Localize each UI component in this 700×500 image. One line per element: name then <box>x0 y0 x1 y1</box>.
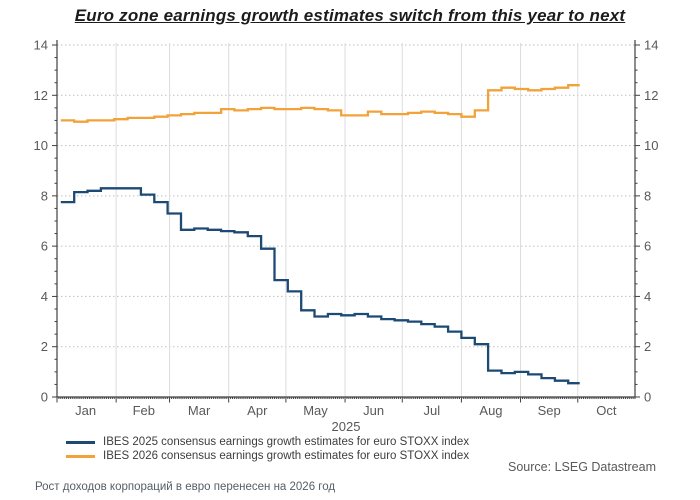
svg-text:4: 4 <box>644 289 651 304</box>
svg-text:Sep: Sep <box>538 403 561 418</box>
svg-text:6: 6 <box>644 239 651 254</box>
v-gridlines <box>115 43 579 397</box>
x-tick-labels: Jan Feb Mar Apr May Jun Jul Aug Sep Oct <box>75 403 617 418</box>
footnote-caption: Рост доходов корпораций в евро перенесен… <box>35 481 336 493</box>
svg-text:Jan: Jan <box>75 403 96 418</box>
axes <box>56 40 636 398</box>
source-label: Source: LSEG Datastream <box>508 460 656 474</box>
svg-text:14: 14 <box>644 38 658 53</box>
svg-text:Apr: Apr <box>247 403 268 418</box>
legend-item-2026: IBES 2026 consensus earnings growth esti… <box>66 449 469 463</box>
x-ticks <box>56 397 636 403</box>
series-line-2026 <box>60 84 580 123</box>
legend-line-swatch-2026 <box>66 454 95 458</box>
h-gridlines <box>57 44 635 348</box>
svg-text:Oct: Oct <box>596 403 617 418</box>
svg-text:2: 2 <box>644 339 651 354</box>
svg-text:Jul: Jul <box>424 403 441 418</box>
svg-text:Jun: Jun <box>363 403 384 418</box>
series-line-2025 <box>60 187 580 385</box>
legend: IBES 2025 consensus earnings growth esti… <box>66 435 469 463</box>
svg-text:2: 2 <box>41 339 48 354</box>
legend-label-2025: IBES 2025 consensus earnings growth esti… <box>103 436 470 448</box>
svg-text:May: May <box>303 403 328 418</box>
svg-text:0: 0 <box>41 390 48 405</box>
svg-text:8: 8 <box>41 188 48 203</box>
svg-text:6: 6 <box>41 239 48 254</box>
legend-line-swatch-2025 <box>66 440 95 444</box>
svg-text:4: 4 <box>41 289 48 304</box>
svg-text:12: 12 <box>644 88 658 103</box>
svg-text:Aug: Aug <box>479 403 502 418</box>
svg-text:0: 0 <box>644 390 651 405</box>
y-tick-labels: 0 0 2 2 4 4 6 6 8 8 10 10 12 12 14 14 <box>34 38 659 405</box>
legend-label-2026: IBES 2026 consensus earnings growth esti… <box>103 450 470 462</box>
legend-item-2025: IBES 2025 consensus earnings growth esti… <box>66 435 469 449</box>
svg-text:14: 14 <box>34 38 48 53</box>
svg-text:Mar: Mar <box>188 403 211 418</box>
svg-text:Feb: Feb <box>133 403 155 418</box>
y-ticks <box>52 44 640 398</box>
x-axis-year-label: 2025 <box>331 419 361 434</box>
svg-text:8: 8 <box>644 188 651 203</box>
chart-title: Euro zone earnings growth estimates swit… <box>74 6 626 25</box>
svg-text:10: 10 <box>34 138 48 153</box>
svg-text:12: 12 <box>34 88 48 103</box>
svg-text:10: 10 <box>644 138 658 153</box>
